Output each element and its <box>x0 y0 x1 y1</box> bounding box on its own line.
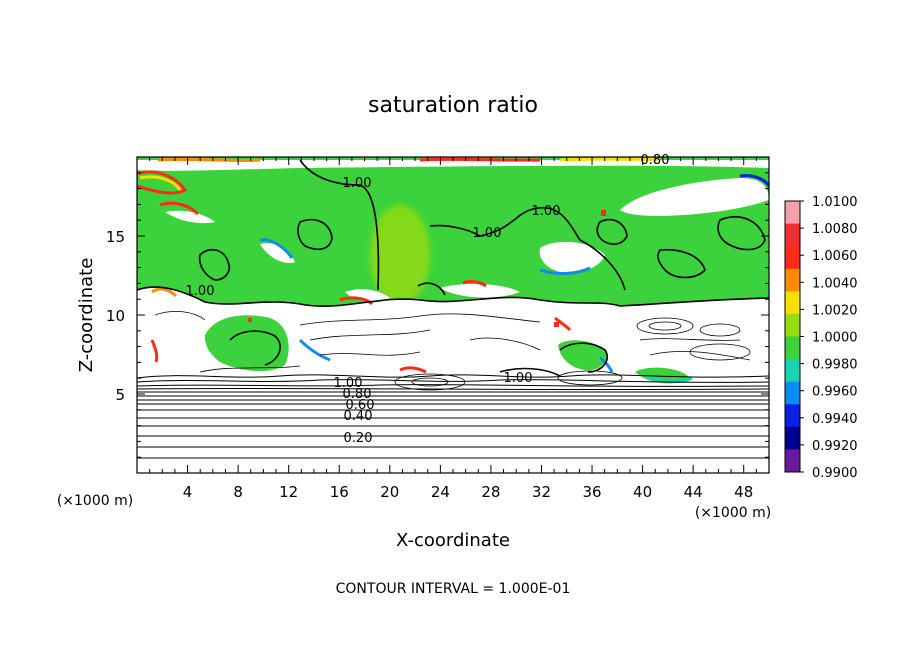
colorbar-swatch <box>785 223 800 247</box>
colorbar-swatch <box>785 359 800 383</box>
colorbar-label: 0.9960 <box>812 385 858 400</box>
x-tick-label: 4 <box>183 483 193 501</box>
colorbar-swatch <box>785 246 800 270</box>
colorbar-swatch <box>785 336 800 360</box>
x-tick-label: 40 <box>633 483 652 501</box>
contour-label: 1.00 <box>334 376 363 391</box>
colorbar-swatch <box>785 313 800 337</box>
colorbar-swatch <box>785 268 800 292</box>
x-tick-label: 48 <box>734 483 753 501</box>
x-tick-label: 12 <box>279 483 298 501</box>
contour-1-00 <box>137 159 769 377</box>
x-axis-label: X-coordinate <box>396 530 510 551</box>
green-patch <box>635 367 690 384</box>
colorbar-label: 0.9940 <box>812 412 858 427</box>
y-tick-label: 15 <box>106 228 125 246</box>
contour-label: 1.00 <box>343 176 372 191</box>
x-axis: 4 8 12 16 20 24 28 32 36 40 44 48 <box>149 157 757 501</box>
green-patch <box>558 340 608 371</box>
colorbar-swatch <box>785 201 800 225</box>
plot-area <box>137 157 769 473</box>
contour-thin <box>154 310 751 391</box>
subsaturated-patches <box>137 160 769 302</box>
contour-label: 0.80 <box>343 387 372 402</box>
colorbar-swatch <box>785 381 800 405</box>
contour-label: 1.00 <box>504 371 533 386</box>
colorbar-label: 1.0020 <box>812 303 858 318</box>
colorbar-label: 0.9980 <box>812 358 858 373</box>
colorbar-label: 0.9920 <box>812 439 858 454</box>
colorbar-swatch <box>785 426 800 450</box>
contour-label: 0.20 <box>344 431 373 446</box>
y-axis: 5 10 15 <box>106 172 769 458</box>
colorbar-label: 1.0000 <box>812 331 858 346</box>
x-tick-label: 24 <box>431 483 450 501</box>
colorbar-label: 1.0060 <box>812 249 858 264</box>
x-tick-label: 44 <box>684 483 703 501</box>
x-unit-right: (×1000 m) <box>695 505 771 521</box>
colorbar-label: 0.9900 <box>812 466 858 481</box>
colorbar-label: 1.0040 <box>812 276 858 291</box>
contour-label: 1.00 <box>473 226 502 241</box>
chart-title: saturation ratio <box>368 93 538 118</box>
contour-interval-note: CONTOUR INTERVAL = 1.000E-01 <box>336 581 571 597</box>
x-tick-label: 28 <box>481 483 500 501</box>
y-axis-label: Z-coordinate <box>76 258 97 373</box>
contour-band <box>137 374 769 459</box>
colorbar-label: 1.0080 <box>812 222 858 237</box>
colorbar: 1.0100 1.0080 1.0060 1.0040 1.0020 1.0000 0.99… <box>784 195 858 481</box>
y-tick-label: 10 <box>106 307 125 325</box>
red-specks <box>248 210 606 327</box>
cloud-layer <box>137 287 769 473</box>
x-unit-left: (×1000 m) <box>57 493 133 509</box>
x-tick-label: 8 <box>233 483 243 501</box>
x-tick-label: 16 <box>330 483 349 501</box>
colorbar-swatch <box>785 291 800 315</box>
x-tick-label: 32 <box>532 483 551 501</box>
colorbar-swatch <box>785 404 800 428</box>
edge-highlights <box>137 157 769 384</box>
colorbar-swatch <box>785 449 800 473</box>
x-tick-label: 36 <box>582 483 601 501</box>
green-patch <box>204 315 289 372</box>
contour-label: 1.00 <box>186 284 215 299</box>
colorbar-label: 1.0100 <box>812 195 858 210</box>
contour-label: 0.60 <box>346 398 375 413</box>
contour-label: 0.40 <box>344 409 373 424</box>
x-tick-label: 20 <box>380 483 399 501</box>
contour-label: 1.00 <box>532 204 561 219</box>
y-tick-label: 5 <box>115 386 125 404</box>
